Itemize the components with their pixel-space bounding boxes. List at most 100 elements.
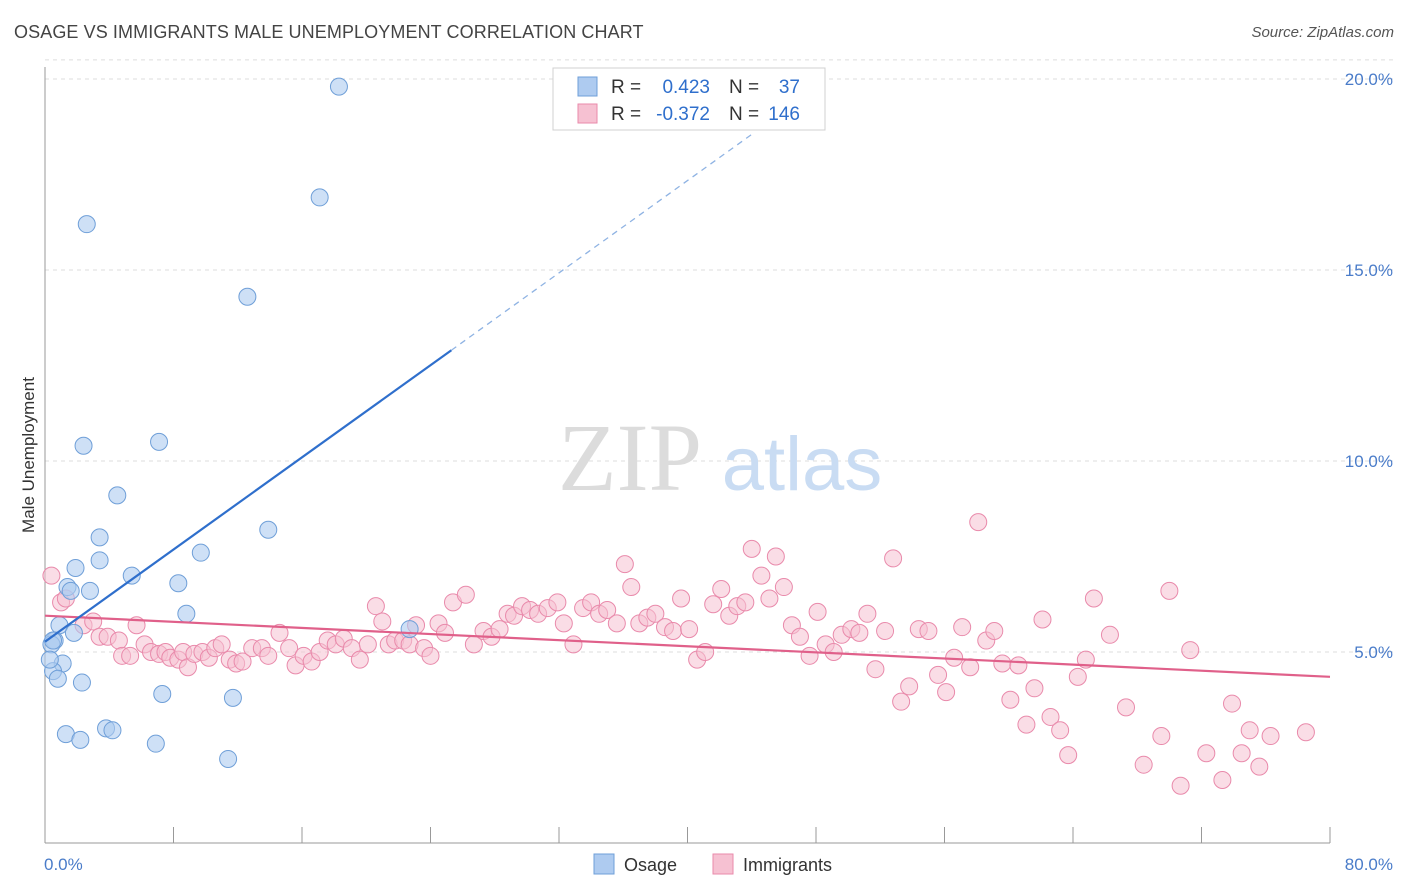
immigrants-point: [1009, 656, 1028, 675]
gridlines: [45, 59, 1395, 653]
immigrants-point: [358, 635, 377, 654]
immigrants-point: [752, 566, 771, 585]
osage-point: [259, 520, 278, 539]
immigrants-point: [270, 623, 289, 642]
immigrants-point: [84, 612, 103, 631]
osage-point: [80, 581, 99, 600]
bottom-legend-label-immigrants: Immigrants: [743, 855, 832, 875]
y-tick-label: 5.0%: [1354, 643, 1393, 662]
immigrants-point: [366, 597, 385, 616]
immigrants-point: [212, 635, 231, 654]
immigrants-point: [554, 614, 573, 633]
immigrants-point: [961, 658, 980, 677]
immigrants-point: [774, 578, 793, 597]
immigrants-point: [259, 646, 278, 665]
immigrants-point: [1213, 770, 1232, 789]
immigrants-point: [766, 547, 785, 566]
immigrants-point: [548, 593, 567, 612]
series-legend: Osage Immigrants: [593, 853, 832, 875]
osage-point: [61, 581, 80, 600]
immigrants-point: [969, 513, 988, 532]
immigrants-point: [373, 612, 392, 631]
immigrants-point: [456, 585, 475, 604]
osage-point: [103, 721, 122, 740]
osage-point: [169, 574, 188, 593]
immigrants-point: [598, 600, 617, 619]
immigrants-point: [1076, 650, 1095, 669]
immigrants-point: [1117, 698, 1136, 717]
immigrants-point: [850, 623, 869, 642]
osage-point: [150, 432, 169, 451]
immigrants-point: [1152, 727, 1171, 746]
immigrants-point: [1261, 727, 1280, 746]
osage-trend-extension: [451, 133, 753, 351]
immigrants-point: [1171, 776, 1190, 795]
osage-point: [77, 215, 96, 234]
osage-point: [74, 436, 93, 455]
y-axis-tick-labels: 5.0% 10.0% 15.0% 20.0%: [1345, 70, 1393, 662]
immigrants-point: [953, 618, 972, 637]
osage-point: [71, 730, 90, 749]
y-tick-label: 20.0%: [1345, 70, 1393, 89]
chart-source: Source: ZipAtlas.com: [1251, 24, 1394, 41]
osage-point: [40, 650, 59, 669]
immigrants-point: [704, 595, 723, 614]
osage-point: [108, 486, 127, 505]
osage-points: [40, 77, 419, 768]
osage-point: [191, 543, 210, 562]
x-tick-label-max: 80.0%: [1345, 855, 1393, 874]
x-axis-ticks: [44, 827, 1331, 843]
immigrants-point: [109, 631, 128, 650]
osage-point: [90, 528, 109, 547]
osage-trend-line: [44, 349, 453, 643]
osage-point: [44, 631, 63, 650]
osage-point: [219, 749, 238, 768]
immigrants-point: [121, 646, 140, 665]
watermark: ZIP atlas: [558, 404, 882, 511]
immigrants-point: [1223, 694, 1242, 713]
immigrants-point: [564, 635, 583, 654]
x-tick-label-min: 0.0%: [44, 855, 83, 874]
osage-point: [177, 604, 196, 623]
immigrants-point: [1068, 667, 1087, 686]
osage-point: [329, 77, 348, 96]
immigrants-point: [42, 566, 61, 585]
osage-point: [238, 287, 257, 306]
immigrants-point: [1033, 610, 1052, 629]
immigrants-point: [1232, 744, 1251, 763]
immigrants-point: [858, 604, 877, 623]
immigrants-point: [350, 650, 369, 669]
correlation-legend: R = 0.423 N = 37 R = -0.372 N = 146: [552, 67, 826, 131]
immigrants-point: [672, 589, 691, 608]
legend-r-value-osage: 0.423: [662, 77, 710, 98]
osage-point: [310, 188, 329, 207]
immigrants-point: [421, 646, 440, 665]
immigrants-point: [233, 652, 252, 671]
immigrants-point: [919, 621, 938, 640]
y-tick-label: 15.0%: [1345, 261, 1393, 280]
osage-point: [48, 669, 67, 688]
immigrants-point: [876, 621, 895, 640]
osage-point: [223, 688, 242, 707]
immigrants-point: [680, 620, 699, 639]
immigrants-trend-line: [44, 614, 1331, 678]
osage-point: [66, 558, 85, 577]
osage-point: [90, 551, 109, 570]
osage-point: [400, 620, 419, 639]
legend-r-label-osage: R =: [611, 77, 641, 98]
legend-n-value-immigrants: 146: [768, 104, 800, 125]
trend-lines: [44, 133, 1331, 678]
immigrants-point: [866, 660, 885, 679]
watermark-zip: ZIP: [558, 404, 702, 511]
immigrants-point: [1017, 715, 1036, 734]
immigrants-point: [1025, 679, 1044, 698]
immigrants-point: [1250, 757, 1269, 776]
immigrants-point: [790, 627, 809, 646]
legend-swatch-immigrants: [577, 103, 598, 124]
watermark-atlas: atlas: [722, 422, 883, 507]
immigrants-point: [607, 614, 626, 633]
bottom-legend-label-osage: Osage: [624, 855, 677, 875]
legend-n-value-osage: 37: [779, 77, 800, 98]
immigrants-point: [742, 539, 761, 558]
